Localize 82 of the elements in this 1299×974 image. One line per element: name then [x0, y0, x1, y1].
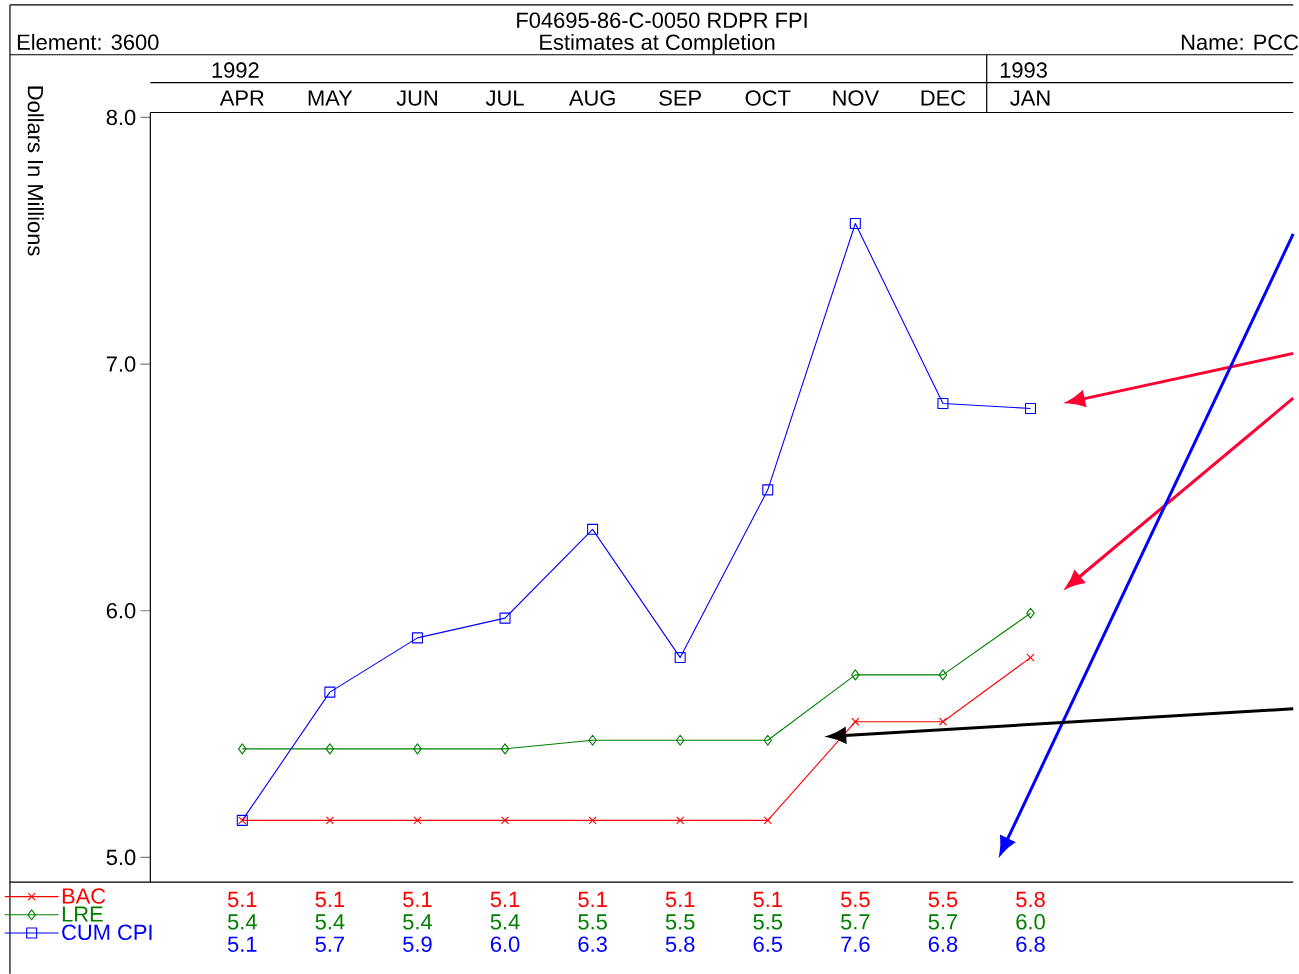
- point: [588, 816, 597, 825]
- text: Name: PCC: [1181, 34, 1299, 50]
- y-tick-label: 5.0: [106, 849, 136, 866]
- point: [938, 717, 947, 726]
- point: [413, 816, 422, 825]
- point: [588, 734, 597, 746]
- legend-label: BAC: [62, 888, 106, 904]
- point: [674, 651, 686, 664]
- x-tick-label: NOV: [833, 90, 879, 106]
- point: [413, 743, 422, 755]
- text: 1993: [1000, 62, 1047, 78]
- x-tick-label: JAN: [1010, 90, 1050, 106]
- y-tick-label: 6.0: [106, 602, 136, 619]
- data-label: 5.5: [753, 914, 783, 930]
- data-label: 6.0: [1016, 913, 1045, 930]
- data-label: 5.1: [753, 891, 782, 908]
- point: [1026, 607, 1035, 619]
- point: [675, 734, 685, 746]
- data-label: 5.9: [403, 936, 432, 952]
- data-label: 5.5: [578, 914, 607, 930]
- data-label: 5.1: [665, 891, 695, 908]
- point: [676, 816, 685, 825]
- data-label: 5.4: [403, 914, 433, 930]
- point: [849, 217, 861, 229]
- x-tick-label: JUL: [485, 90, 524, 106]
- legend-label: CUM CPI: [62, 924, 152, 940]
- data-label: 5.7: [928, 914, 958, 930]
- data-label: 5.5: [665, 914, 695, 930]
- data-label: 6.8: [928, 936, 958, 952]
- point: [500, 816, 510, 825]
- chart-title: F04695-86-C-0050 RDPR FPI: [517, 12, 807, 28]
- data-label: 5.1: [578, 891, 607, 908]
- y-axis-title: Dollars In Millions: [27, 86, 44, 256]
- x-tick-label: MAY: [308, 90, 353, 106]
- data-label: 5.7: [315, 936, 344, 952]
- data-label: 5.7: [840, 914, 870, 930]
- data-label: 5.4: [490, 914, 520, 930]
- point: [499, 612, 511, 624]
- point: [938, 669, 948, 681]
- data-label: 5.5: [928, 891, 958, 908]
- legend-label: LRE: [62, 906, 103, 922]
- data-label: 6.0: [490, 936, 520, 952]
- data-label: 5.4: [227, 914, 257, 930]
- data-label: 5.1: [227, 936, 257, 952]
- data-label: 5.1: [490, 891, 520, 908]
- point: [762, 484, 774, 496]
- data-label: 5.5: [840, 891, 870, 908]
- data-label: 5.8: [1016, 891, 1045, 908]
- point: [325, 816, 334, 825]
- x-tick-label: JUN: [396, 90, 437, 106]
- data-label: 5.1: [227, 891, 257, 908]
- point: [851, 669, 860, 681]
- x-tick-label: DEC: [921, 90, 966, 106]
- point: [937, 397, 949, 409]
- point: [587, 523, 599, 535]
- point: [411, 632, 423, 644]
- point: [324, 686, 336, 698]
- data-label: 6.5: [753, 936, 783, 952]
- point: [325, 743, 335, 755]
- point: [763, 734, 773, 746]
- data-label: 5.1: [403, 891, 432, 908]
- data-label: 5.1: [315, 891, 345, 908]
- x-tick-label: APR: [219, 90, 264, 106]
- point: [763, 816, 772, 825]
- y-tick-label: 7.0: [106, 356, 136, 372]
- data-label: 5.4: [315, 914, 345, 930]
- chart-subtitle: Estimates at Completion: [540, 33, 775, 55]
- x-tick-label: SEP: [659, 90, 701, 106]
- point: [851, 717, 860, 726]
- y-tick-label: 8.0: [106, 109, 136, 126]
- point: [1026, 653, 1035, 662]
- x-tick-label: OCT: [745, 90, 791, 106]
- data-label: 6.3: [578, 936, 607, 952]
- text: 1992: [212, 62, 259, 78]
- point: [1024, 402, 1037, 414]
- point: [500, 743, 510, 755]
- text: Element: 3600: [17, 33, 159, 50]
- point: [238, 743, 247, 755]
- data-label: 7.6: [841, 936, 870, 952]
- data-label: 6.8: [1016, 936, 1045, 952]
- data-label: 5.8: [665, 936, 695, 952]
- x-tick-label: AUG: [568, 90, 615, 106]
